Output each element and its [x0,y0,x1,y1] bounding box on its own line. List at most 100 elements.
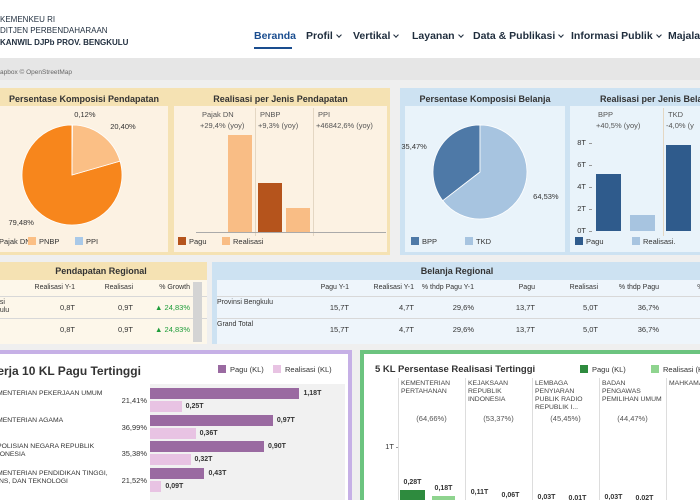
category-label: KEMENTERIAN PENDIDIKAN TINGGI, SAINS, DA… [0,469,108,485]
legend-swatch [411,237,419,245]
bar [228,135,252,232]
pct-label: 36,99% [121,422,147,432]
column-header: % Growth [658,284,700,292]
chart-title: Realisasi per Jenis Belanja [600,94,700,104]
row-rule [0,318,207,319]
column-divider [666,378,667,500]
legend-label: PPI [86,237,99,246]
value-label: 0,32T [194,456,213,463]
tick-mark [589,209,592,210]
table-cell: 4,7T [398,303,414,312]
growth-label: +29,4% (yoy) [200,121,245,130]
category-label: BADAN PENGAWAS PEMILIHAN UMUM [602,380,662,404]
table-cell: 15,7T [329,303,349,312]
column-header: Pagu Y-1 [320,284,349,291]
bar [258,183,282,232]
value-label: 0,01T [568,495,587,500]
value-label: 0,02T [635,494,654,500]
nav-item[interactable]: Majalah [668,30,700,42]
nav-item[interactable]: Layanan [412,30,455,42]
pie-label: 79,48% [9,218,35,227]
chart-title: Persentase Komposisi Pendapatan [8,94,160,104]
legend-label: Realisasi (KL) [285,365,332,374]
y-tick-label: 2T [577,204,586,213]
value-label: 0,36T [199,429,218,437]
legend-swatch [632,237,640,245]
column-divider [532,378,533,500]
value-label: 0,43T [208,469,227,477]
bar [150,454,191,465]
category-label: MAHKAMA [669,380,700,387]
pie-slice [442,124,528,220]
legend-label: Pagu [189,237,207,246]
tick-mark [589,231,592,232]
table-title: Pendapatan Regional [55,266,147,276]
column-header: % Growth [159,284,190,291]
pct-label: 21,41% [121,396,147,405]
pie-label: 35,47% [401,142,427,151]
table-body [0,280,207,344]
chart-title: 5 KL Persentase Realisasi Tertinggi [375,364,536,375]
scrollbar [193,282,202,342]
legend-swatch [580,365,588,373]
y-tick-label: 0T [577,226,586,235]
value-label: 0,06T [501,492,520,500]
row-rule [217,296,700,297]
column-header: PNBP [260,110,281,119]
pie-slice [432,124,481,202]
nav-item[interactable]: Vertikal [353,30,391,42]
bar [150,480,162,492]
pct-label: (45,45%) [550,414,581,423]
chart-title: Realisasi per Jenis Pendapatan [213,94,348,104]
bar [150,401,182,412]
growth-label: +9,3% (yoy) [258,121,299,130]
value-label: 0,09T [165,482,184,490]
bar [150,441,264,452]
nav-item[interactable]: Profil [306,30,333,42]
column-header: Realisasi [104,284,133,291]
legend-label: PNBP [39,237,60,246]
row-label: Provinsi Bengkulu [0,299,10,315]
legend-swatch [575,237,583,245]
bar [150,467,205,479]
map-credit: apbox © OpenStreetMap [0,69,72,76]
table-cell: ▲ 24,83% [155,303,190,312]
pie-label: 20,40% [110,122,136,131]
pie-label: 64,53% [533,192,559,201]
table-cell: 36,7% [637,303,659,312]
value-label: 0,28T [403,479,422,487]
table-cell: 13,7T [515,325,535,334]
pct-label: (64,66%) [416,414,447,423]
table-title: Belanja Regional [420,266,494,276]
table-cell: 5,0T [582,303,598,312]
logo-text: KEMENKEU RI [0,15,56,24]
row-rule [0,296,207,297]
value-label: 0,18T [434,485,453,493]
column-header: Realisasi Y-1 [373,284,414,291]
table-cell: 0,8T [59,303,75,312]
bar [286,208,310,232]
legend-label: BPP [422,237,438,246]
nav-item[interactable]: Beranda [254,30,297,42]
table-cell: ▲ 24,83% [155,325,190,334]
legend-swatch [75,237,83,245]
value-label: 0,97T [276,416,295,424]
pct-label: (53,37%) [483,414,514,423]
category-label: KEPOLISIAN NEGARA REPUBLIK INDONESIA [0,443,95,459]
bar [400,490,425,500]
column-header: Pajak DN [202,110,234,119]
y-tick-label: 1T [385,442,394,451]
legend-swatch [465,237,473,245]
legend-label: Realisasi [233,237,264,246]
nav-item[interactable]: Data & Publikasi [473,30,556,42]
row-label: Provinsi Bengkulu [217,299,274,306]
column-divider [313,108,314,236]
nav-item[interactable]: Informasi Publik [571,30,653,42]
legend-label: Pagu (KL) [592,365,626,374]
tick-mark [589,143,592,144]
legend-label: Realisasi. [643,237,676,246]
logo-text: DITJEN PERBENDAHARAAN [0,26,108,35]
growth-label: +46842,6% (yoy) [316,121,373,130]
panel-kl-realisasi [360,350,700,500]
